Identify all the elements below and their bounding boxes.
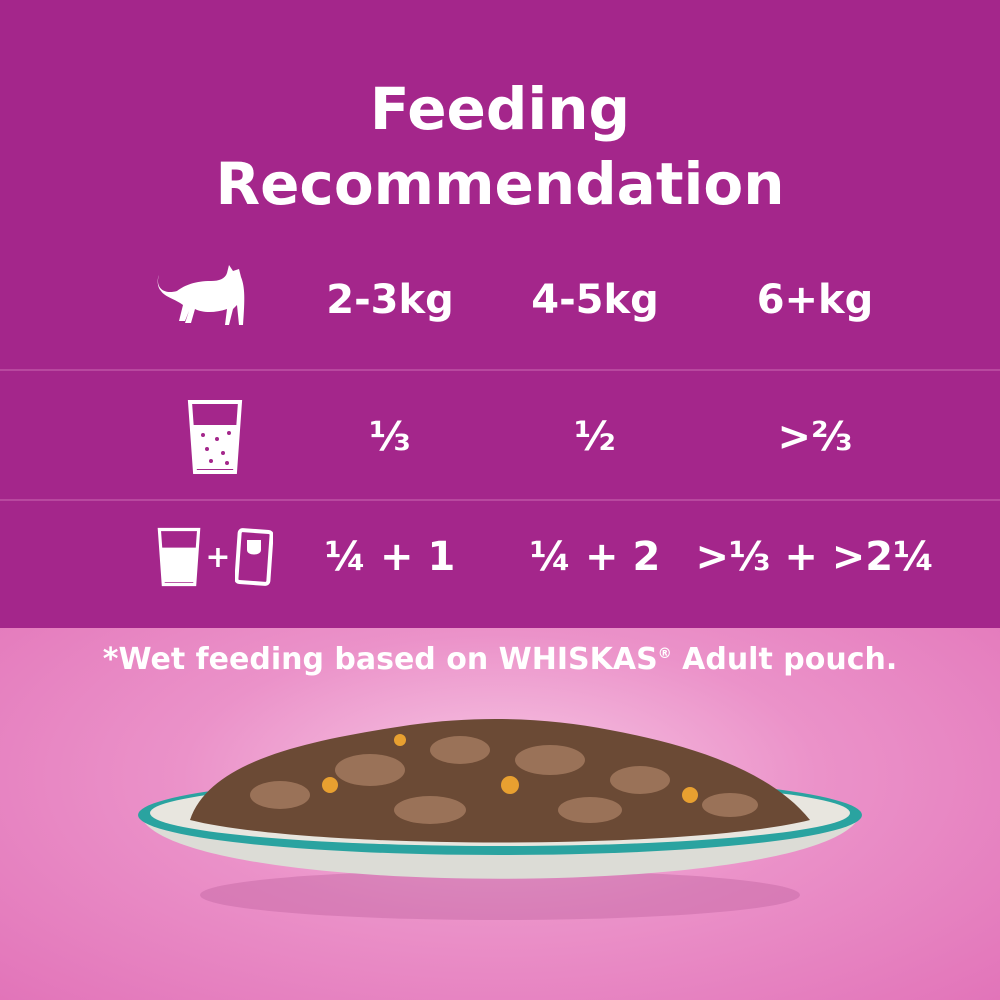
title-line-2: Recommendation (215, 150, 785, 218)
dry-6kg: >⅔ (777, 414, 853, 460)
page-title: Feeding Recommendation (0, 72, 1000, 222)
mixed-6kg: >⅓ + >2¼ (695, 534, 935, 580)
dry-row: ⅓ ½ >⅔ (140, 377, 1000, 497)
mixed-4-5kg: ¼ + 2 (529, 534, 661, 580)
dry-2-3kg: ⅓ (369, 414, 411, 460)
footnote: *Wet feeding based on WHISKAS® Adult pou… (0, 642, 1000, 677)
title-line-1: Feeding (369, 75, 631, 143)
divider (0, 499, 1000, 501)
dry-4-5kg: ½ (574, 414, 616, 460)
cat-icon (150, 240, 260, 360)
footnote-end: Adult pouch. (671, 642, 898, 677)
food-bowl-image (138, 718, 862, 920)
mixed-row: + ¼ + 1 ¼ + 2 >⅓ + >2¼ (140, 497, 1000, 617)
plus-sign: + (205, 539, 231, 575)
recommendation-panel: Feeding Recommendation 2-3kg 4-5kg 6+kg … (0, 0, 1000, 628)
registered-mark: ® (657, 646, 672, 662)
footnote-text: *Wet feeding based on WHISKAS (102, 642, 658, 677)
weight-4-5kg: 4-5kg (531, 277, 659, 323)
weight-row: 2-3kg 4-5kg 6+kg (140, 240, 1000, 360)
dry-food-cup-icon (158, 527, 201, 587)
weight-2-3kg: 2-3kg (326, 277, 454, 323)
pouch-icon (234, 528, 273, 586)
dry-food-cup-icon (180, 377, 250, 497)
weight-6kg: 6+kg (756, 277, 874, 323)
mixed-2-3kg: ¼ + 1 (324, 534, 456, 580)
divider (0, 369, 1000, 371)
dry-plus-pouch-icon: + (150, 497, 280, 617)
